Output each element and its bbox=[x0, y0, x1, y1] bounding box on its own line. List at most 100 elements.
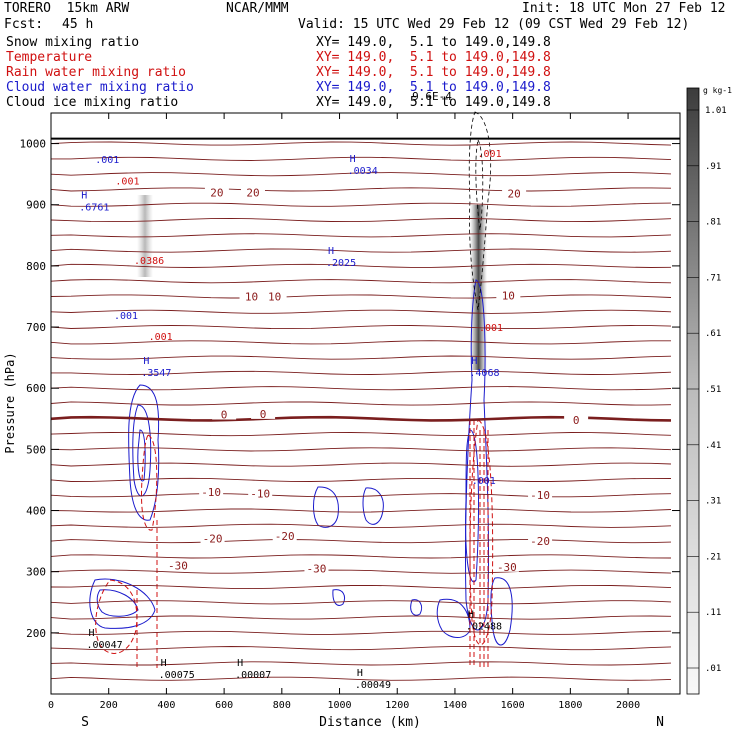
isotherm-label: 20 bbox=[246, 187, 259, 200]
y-tick-label: 300 bbox=[26, 566, 46, 579]
field-name-rain: Rain water mixing ratio bbox=[6, 65, 187, 80]
max-marker-h: H bbox=[143, 356, 149, 367]
isotherm-line bbox=[50, 141, 672, 146]
isotherm-label: -30 bbox=[307, 563, 327, 576]
isotherm-line bbox=[50, 279, 672, 284]
isotherm-line bbox=[50, 615, 672, 620]
max-value-label: .00007 bbox=[235, 670, 271, 681]
colorbar-label: .11 bbox=[705, 608, 721, 618]
x-tick-label: 0 bbox=[48, 700, 54, 711]
colorbar-label: .41 bbox=[705, 441, 721, 451]
isotherm-label-bg bbox=[200, 532, 225, 544]
isotherm-label: 0 bbox=[260, 408, 267, 421]
fcst-value: 45 h bbox=[62, 17, 94, 32]
isotherm-line bbox=[50, 584, 672, 590]
x-tick-label: 1000 bbox=[327, 700, 351, 711]
contour-value-label: .001 bbox=[114, 311, 138, 322]
isotherm-line bbox=[50, 187, 672, 192]
isotherm-label-bg bbox=[528, 535, 553, 547]
isotherm-line bbox=[50, 569, 672, 574]
isotherm-label: 10 bbox=[245, 290, 258, 303]
contour-value-label: .001 bbox=[115, 176, 139, 187]
x-end-label-north: N bbox=[656, 715, 664, 730]
contour-value-label: .001 bbox=[149, 332, 173, 343]
isotherm-label-bg bbox=[496, 289, 521, 301]
max-value-label: .00075 bbox=[159, 670, 195, 681]
x-tick-label: 400 bbox=[157, 700, 175, 711]
isotherm-label: 0 bbox=[573, 414, 580, 427]
top-fragment-label: 9.6E-4 bbox=[412, 90, 452, 103]
isotherm-label: 20 bbox=[507, 188, 520, 201]
isotherm-line bbox=[50, 539, 672, 544]
isotherm-line bbox=[50, 447, 672, 452]
max-marker-h: H bbox=[237, 658, 243, 669]
isotherm-line bbox=[50, 554, 672, 559]
max-marker-h: H bbox=[161, 658, 167, 669]
field-name-cloud-ice: Cloud ice mixing ratio bbox=[6, 95, 179, 110]
field-name-cloud-water: Cloud water mixing ratio bbox=[6, 80, 194, 95]
y-tick-label: 700 bbox=[26, 321, 46, 334]
isotherm-line bbox=[50, 233, 672, 238]
isotherm-label-bg bbox=[494, 560, 519, 572]
isotherm-line bbox=[50, 355, 672, 360]
colorbar-unit: g kg-1 bbox=[703, 86, 732, 95]
isotherm-line bbox=[50, 462, 672, 467]
x-tick-label: 1200 bbox=[385, 700, 409, 711]
plot-frame bbox=[50, 112, 681, 695]
y-tick-label: 200 bbox=[26, 627, 46, 640]
isotherm-label: -20 bbox=[275, 530, 295, 543]
max-value-label: .00049 bbox=[355, 680, 391, 691]
isotherm-line bbox=[50, 477, 672, 482]
max-value-label: .0034 bbox=[348, 166, 378, 177]
contour-value-label: .0386 bbox=[134, 256, 164, 267]
y-tick-label: 900 bbox=[26, 199, 46, 212]
isotherm-label-bg bbox=[304, 562, 329, 574]
field-name-snow: Snow mixing ratio bbox=[6, 35, 140, 50]
rain-water-contours bbox=[95, 419, 494, 668]
isotherm-label-bg bbox=[165, 559, 190, 571]
fcst-label: Fcst: bbox=[4, 17, 44, 32]
colorbar-label: .01 bbox=[705, 664, 721, 674]
colorbar-label: 1.01 bbox=[705, 106, 727, 116]
isotherm-label-bg bbox=[272, 530, 297, 542]
isotherm-label: -10 bbox=[250, 487, 270, 500]
isotherm-line bbox=[50, 432, 672, 437]
isotherm-label-bg bbox=[240, 186, 265, 198]
colorbar-label: .51 bbox=[705, 385, 721, 395]
isotherm-label: -20 bbox=[203, 533, 223, 546]
y-tick-label: 400 bbox=[26, 505, 46, 518]
isotherm-label: -10 bbox=[530, 489, 550, 502]
contour-value-label: .001 bbox=[478, 149, 502, 160]
isotherm-line bbox=[51, 370, 672, 375]
isotherm-line bbox=[50, 386, 672, 391]
isotherm-label-bg bbox=[204, 186, 229, 198]
isotherm-line bbox=[50, 325, 672, 330]
x-tick-label: 1600 bbox=[501, 700, 525, 711]
isotherm-label-bg bbox=[251, 407, 276, 419]
isotherm-label-bg bbox=[502, 187, 527, 199]
isotherm-line bbox=[50, 661, 672, 666]
x-tick-label: 2000 bbox=[616, 700, 640, 711]
isotherm-line bbox=[50, 600, 672, 605]
field-xy-rain: XY= 149.0, 5.1 to 149.0,149.8 bbox=[316, 65, 551, 80]
colorbar-label: .21 bbox=[705, 552, 721, 562]
isotherm-line bbox=[50, 508, 672, 513]
snow-shading-west bbox=[137, 195, 153, 277]
field-name-temperature: Temperature bbox=[6, 50, 93, 65]
colorbar-label: .91 bbox=[705, 162, 721, 172]
isotherm-label: -30 bbox=[168, 560, 188, 573]
field-xy-cloud-ice: XY= 149.0, 5.1 to 149.0,149.8 bbox=[316, 95, 551, 110]
y-tick-label: 1000 bbox=[20, 138, 47, 151]
init-time: Init: 18 UTC Mon 27 Feb 12 bbox=[522, 1, 726, 16]
isotherm-line bbox=[50, 309, 672, 314]
isotherm-line bbox=[50, 248, 672, 253]
isotherm-label-bg bbox=[199, 486, 224, 498]
isotherm-label-bg bbox=[528, 489, 553, 501]
field-xy-cloud-water: XY= 149.0, 5.1 to 149.0,149.8 bbox=[316, 80, 551, 95]
contour-value-label: .001 bbox=[479, 323, 503, 334]
isotherm-line bbox=[50, 630, 672, 635]
x-tick-label: 1800 bbox=[558, 700, 582, 711]
isotherm-line bbox=[51, 156, 672, 161]
y-tick-label: 500 bbox=[26, 443, 46, 456]
isotherm-line bbox=[50, 340, 671, 345]
